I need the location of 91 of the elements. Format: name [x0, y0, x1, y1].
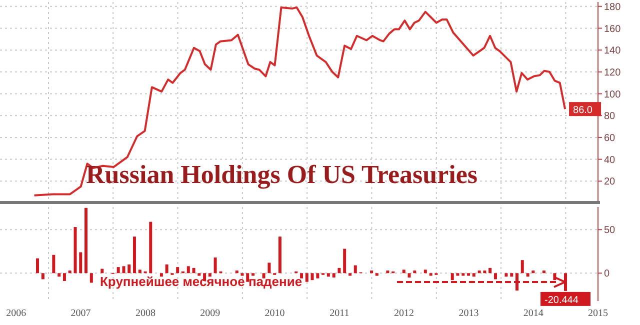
- bar: [456, 273, 460, 276]
- bar: [208, 273, 212, 277]
- bar: [488, 268, 492, 274]
- y-tick-label: 50: [604, 225, 616, 236]
- data-label: -20.444: [544, 294, 579, 306]
- x-tick-label: 2013: [458, 308, 479, 320]
- bar: [375, 273, 378, 276]
- bar: [58, 273, 61, 277]
- x-tick-label: 2008: [135, 308, 156, 320]
- y-tick-label: 100: [604, 89, 622, 100]
- bar: [36, 258, 40, 274]
- y-tick-label: 120: [604, 67, 622, 78]
- x-tick-label: 2011: [330, 308, 350, 320]
- bar: [165, 264, 168, 274]
- bar: [316, 273, 320, 278]
- x-tick-label: 2006: [6, 308, 26, 320]
- bar: [74, 227, 77, 274]
- bar: [326, 273, 330, 277]
- y-tick-label: 160: [604, 24, 622, 35]
- bar: [41, 273, 44, 280]
- text: Russian Holdings Of US Treasuries: [86, 160, 478, 190]
- bar: [100, 268, 104, 274]
- bar: [450, 273, 454, 280]
- bar: [520, 260, 524, 274]
- x-tick-label: 2007: [70, 308, 91, 320]
- x-tick-label: 2014: [523, 308, 544, 320]
- bar: [84, 208, 88, 274]
- bar: [332, 273, 336, 278]
- bar: [149, 222, 152, 274]
- y-tick-label: 80: [604, 111, 616, 122]
- bar: [62, 273, 66, 281]
- bar: [348, 273, 352, 276]
- line-series: [33, 6, 566, 196]
- bar: [160, 273, 163, 277]
- bar: [116, 267, 120, 274]
- bar: [338, 268, 341, 274]
- bar: [262, 273, 266, 278]
- x-tick-label: 2012: [394, 308, 414, 320]
- y-tick-label: 20: [604, 176, 616, 188]
- bar: [386, 270, 390, 274]
- bar: [483, 270, 486, 274]
- bar: [532, 270, 535, 274]
- bar: [278, 236, 282, 274]
- annotation: Крупнейшее месячное падение: [100, 274, 302, 289]
- bar: [343, 248, 346, 274]
- bar: [310, 273, 314, 280]
- bar: [413, 270, 416, 274]
- data-label: 86.0: [573, 105, 593, 116]
- bar: [132, 236, 136, 274]
- y-tick-label: 40: [604, 154, 616, 166]
- bar: [198, 273, 201, 276]
- bar: [494, 273, 497, 280]
- y-tick-label: 60: [604, 133, 616, 144]
- bar: [235, 270, 238, 274]
- bar: [128, 264, 131, 274]
- bar: [90, 273, 93, 283]
- x-tick-label: 2009: [200, 308, 220, 320]
- bar: [214, 257, 217, 274]
- bar: [246, 273, 250, 282]
- bar: [370, 270, 374, 274]
- bar: [252, 273, 255, 276]
- bar: [192, 268, 196, 274]
- bar: [526, 273, 530, 277]
- bar: [504, 273, 508, 277]
- bar: [138, 270, 142, 274]
- bar: [240, 273, 244, 276]
- bar: [424, 270, 427, 274]
- bar: [354, 265, 357, 274]
- bar: [186, 266, 190, 274]
- bar: [300, 273, 304, 278]
- y-tick-label: 140: [604, 46, 622, 57]
- bar: [408, 273, 411, 278]
- bar: [467, 273, 470, 276]
- bar: [402, 270, 406, 274]
- bar: [510, 273, 514, 277]
- bar: [52, 254, 56, 274]
- y-tick-label: 180: [604, 2, 622, 13]
- x-tick-label: 2015: [588, 308, 608, 320]
- x-tick-label: 2010: [264, 308, 285, 320]
- bar: [542, 270, 546, 274]
- bar: [79, 252, 82, 274]
- bar: [429, 273, 432, 276]
- bar: [68, 270, 72, 274]
- bar: [462, 273, 465, 276]
- bar: [122, 266, 126, 274]
- bar: [478, 270, 481, 274]
- y-tick-label: 0: [604, 268, 610, 280]
- bar: [268, 262, 271, 274]
- bar: [472, 273, 476, 277]
- bar: [305, 273, 308, 282]
- bar: [176, 267, 180, 274]
